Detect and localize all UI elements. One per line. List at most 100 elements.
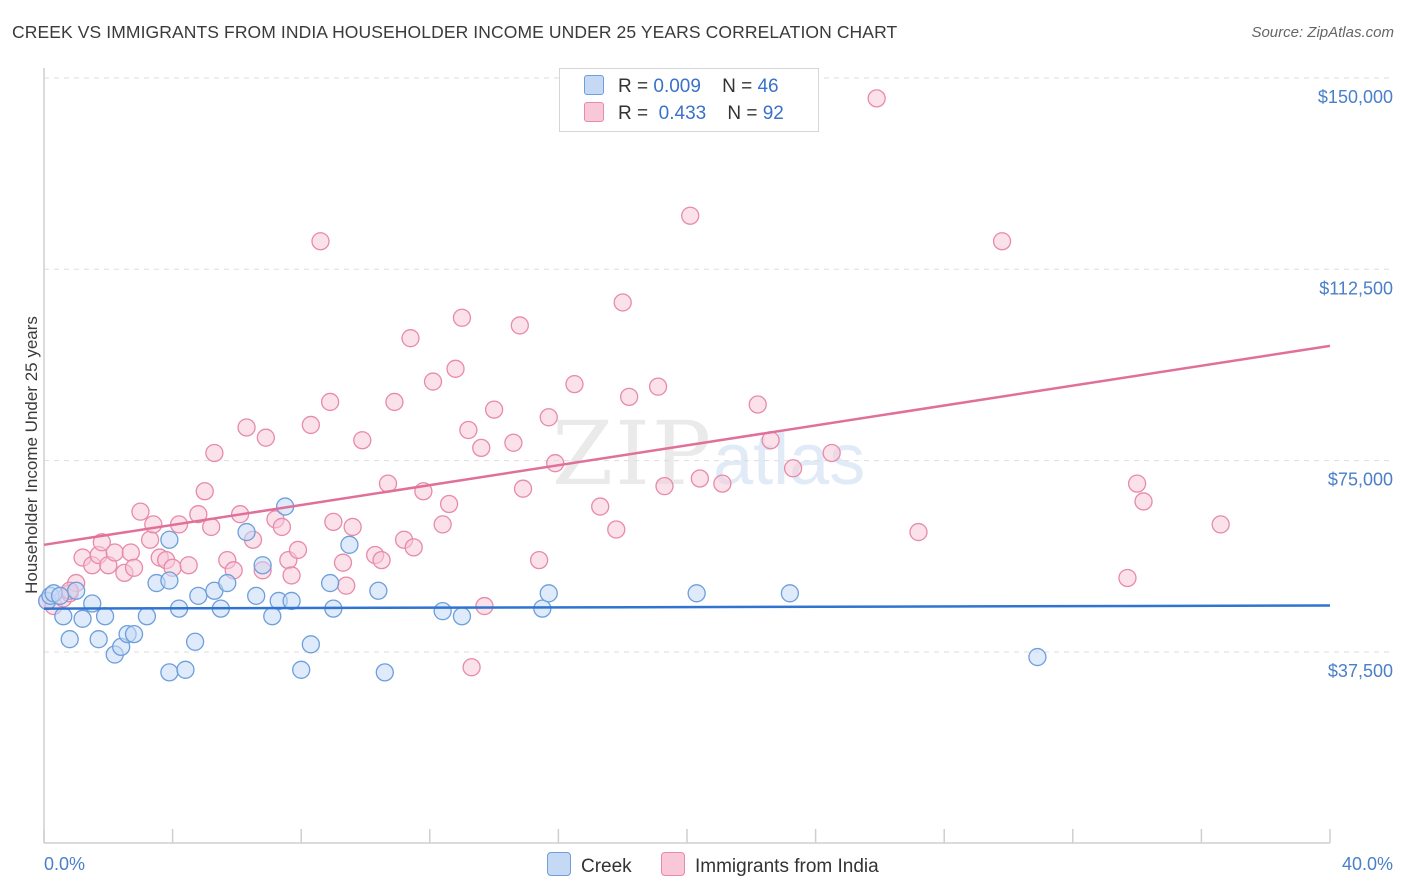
creek-swatch <box>584 75 604 95</box>
creek-point <box>185 632 205 651</box>
y-tick-label: $150,000 <box>1318 87 1393 107</box>
creek-point <box>189 586 208 605</box>
india-point <box>472 438 491 458</box>
india-point <box>401 329 420 348</box>
creek-point <box>780 584 800 603</box>
trend-lines <box>43 344 1331 610</box>
creek-point <box>237 522 256 542</box>
india-point <box>655 476 674 496</box>
creek-point <box>539 584 558 603</box>
y-tick-labels: $37,500 $75,000 $112,500 $150,000 <box>1318 87 1393 681</box>
creek-point <box>340 535 359 554</box>
creek-point <box>263 607 282 626</box>
india-point <box>713 474 732 493</box>
india-point <box>105 543 124 562</box>
x-tick-marks <box>43 829 1331 843</box>
india-point <box>822 443 841 463</box>
india-point <box>372 550 391 570</box>
india-point <box>539 408 558 427</box>
india-point <box>446 359 465 378</box>
bottom-creek-swatch <box>547 852 571 876</box>
india-point <box>459 420 478 440</box>
india-point <box>1118 568 1137 588</box>
legend-creek-n-value: 46 <box>757 76 779 97</box>
creek-point <box>375 663 394 682</box>
india-point <box>619 387 639 407</box>
watermark: ZIPatlas <box>552 402 865 505</box>
india-point <box>690 469 710 488</box>
india-point <box>121 543 140 562</box>
creek-point <box>1028 647 1047 667</box>
india-point <box>423 372 443 391</box>
india-point <box>144 515 163 534</box>
bottom-legend-india: Immigrants from India <box>661 852 879 877</box>
legend-india-r-label: R = <box>618 103 649 124</box>
india-swatch <box>584 102 604 122</box>
y-axis-label: Householder Income Under 25 years <box>22 316 41 594</box>
creek-point <box>433 601 452 621</box>
india-point <box>591 497 610 516</box>
legend-row-creek: R = 0.009 N = 46 <box>584 75 779 99</box>
india-point <box>301 415 320 435</box>
creek-point <box>218 573 237 593</box>
india-point <box>484 400 504 419</box>
bottom-india-swatch <box>661 852 685 876</box>
legend-row-india: R = 0.433 N = 92 <box>584 102 784 126</box>
india-point <box>504 433 523 452</box>
india-point <box>648 377 668 396</box>
legend-india-n-value: 92 <box>762 103 784 124</box>
india-point <box>867 89 886 108</box>
india-trend-line <box>43 344 1331 547</box>
india-point <box>546 454 565 473</box>
series-india-points <box>38 89 1230 677</box>
source-label: Source: ZipAtlas.com <box>1251 24 1394 41</box>
india-point <box>1127 474 1147 493</box>
creek-point <box>160 663 179 682</box>
bottom-legend-creek: Creek <box>547 852 632 877</box>
y-tick-label: $75,000 <box>1328 470 1393 490</box>
creek-point <box>687 584 706 603</box>
creek-point <box>320 573 340 593</box>
grid-lines <box>44 77 1393 653</box>
india-point <box>510 316 529 335</box>
creek-point <box>137 607 157 626</box>
legend-creek-r-value: 0.009 <box>653 76 701 97</box>
creek-point <box>50 586 70 605</box>
legend-creek-r-label: R = <box>618 76 649 97</box>
creek-point <box>253 556 272 575</box>
india-point <box>131 502 150 521</box>
india-point <box>748 395 767 414</box>
series-creek-points <box>38 497 1047 682</box>
creek-point <box>247 586 266 605</box>
india-point <box>462 658 481 677</box>
india-point <box>783 459 803 478</box>
india-point <box>205 443 224 463</box>
creek-point <box>176 660 195 679</box>
india-point <box>333 553 353 572</box>
creek-point <box>73 609 92 628</box>
india-point <box>529 550 549 570</box>
bottom-creek-label: Creek <box>581 856 632 877</box>
y-tick-label: $37,500 <box>1328 661 1393 681</box>
creek-point <box>67 581 86 600</box>
india-point <box>237 418 256 437</box>
india-point <box>140 530 160 549</box>
india-point <box>288 540 308 560</box>
india-point <box>353 431 372 450</box>
creek-point <box>369 581 388 600</box>
india-point <box>343 517 362 537</box>
india-point <box>433 515 452 534</box>
creek-point <box>89 630 108 649</box>
india-point <box>613 293 632 312</box>
india-point <box>452 308 472 327</box>
india-point <box>565 374 584 394</box>
india-point <box>1134 492 1153 511</box>
y-tick-label: $112,500 <box>1319 278 1393 298</box>
india-point <box>195 482 214 501</box>
india-point <box>404 538 423 557</box>
creek-point <box>282 591 301 611</box>
india-point <box>475 596 494 616</box>
axes <box>43 68 1330 844</box>
legend-india-n-label: N = <box>727 103 758 124</box>
india-point <box>992 232 1012 251</box>
